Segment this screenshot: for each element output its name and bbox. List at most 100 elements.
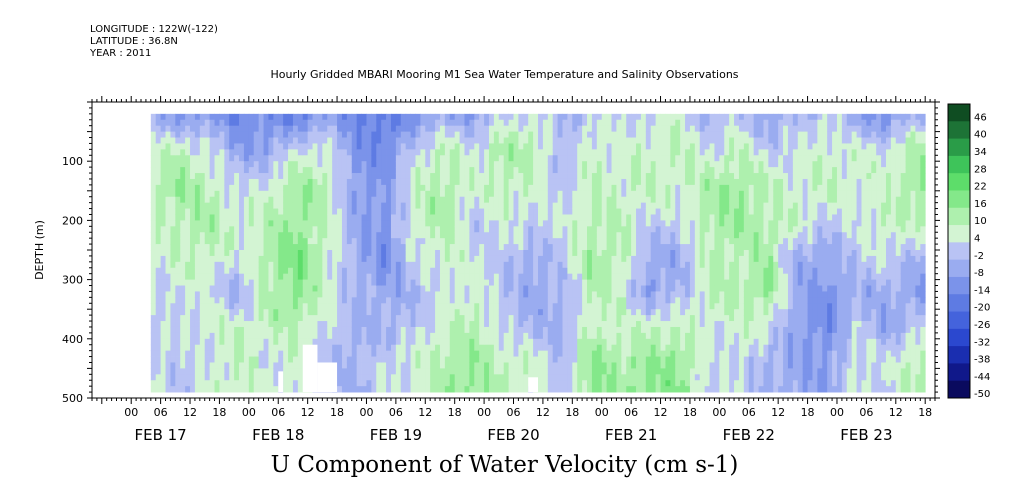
heatmap-cell (332, 273, 338, 280)
heatmap-cell (528, 321, 534, 328)
heatmap-cell (538, 344, 544, 352)
heatmap-cell (361, 374, 367, 381)
heatmap-cell (513, 190, 519, 198)
heatmap-cell (283, 309, 289, 316)
heatmap-cell (655, 279, 661, 286)
heatmap-cell (292, 273, 299, 280)
heatmap-cell (302, 321, 309, 328)
heatmap-cell (253, 232, 260, 239)
heatmap-cell (439, 267, 446, 275)
heatmap-cell (297, 155, 304, 162)
heatmap-cell (268, 226, 274, 233)
heatmap-cell (243, 261, 250, 269)
heatmap-cell (395, 137, 402, 144)
heatmap-cell (439, 214, 446, 221)
heatmap-cell (464, 285, 470, 292)
heatmap-cell (150, 255, 157, 263)
heatmap-cell (479, 303, 485, 310)
heatmap-cell (160, 344, 166, 352)
heatmap-cell (587, 125, 593, 132)
heatmap-cell (542, 362, 549, 369)
heatmap-cell (283, 173, 289, 180)
heatmap-cell (577, 155, 583, 162)
heatmap-cell (503, 232, 509, 239)
heatmap-cell (538, 368, 544, 375)
heatmap-cell (631, 279, 637, 286)
heatmap-cell (356, 202, 362, 209)
heatmap-cell (386, 386, 392, 393)
heatmap-cell (444, 321, 451, 328)
heatmap-cell (361, 273, 367, 280)
heatmap-cell (160, 125, 166, 132)
heatmap-cell (562, 315, 568, 322)
heatmap-cell (185, 338, 191, 346)
heatmap-cell (239, 267, 245, 275)
heatmap-cell (435, 119, 441, 127)
heatmap-cell (376, 178, 382, 186)
heatmap-cell (400, 196, 407, 204)
heatmap-cell (190, 149, 196, 156)
heatmap-cell (464, 155, 470, 162)
heatmap-cell (567, 250, 573, 257)
heatmap-cell (283, 291, 289, 298)
heatmap-cell (596, 173, 603, 180)
heatmap-cell (405, 125, 411, 132)
heatmap-cell (395, 190, 402, 198)
heatmap-cell (640, 238, 647, 245)
heatmap-cell (552, 380, 559, 387)
heatmap-cell (209, 386, 215, 393)
heatmap-cell (650, 143, 657, 150)
heatmap-cell (449, 356, 456, 363)
heatmap-cell (449, 386, 456, 393)
heatmap-cell (488, 344, 495, 352)
heatmap-cell (547, 184, 554, 192)
heatmap-cell (415, 155, 421, 162)
heatmap-cell (640, 178, 647, 186)
heatmap-cell (660, 113, 666, 121)
heatmap-cell (155, 332, 162, 340)
heatmap-cell (444, 374, 451, 381)
heatmap-cell (587, 208, 593, 215)
heatmap-cell (626, 338, 632, 346)
heatmap-cell (513, 173, 519, 180)
heatmap-cell (361, 279, 367, 286)
heatmap-cell (410, 303, 416, 310)
heatmap-cell (356, 368, 362, 375)
heatmap-cell (263, 214, 269, 221)
heatmap-cell (263, 155, 269, 162)
heatmap-cell (518, 119, 524, 127)
heatmap-cell (606, 173, 612, 180)
heatmap-cell (474, 196, 480, 204)
heatmap-cell (611, 291, 617, 298)
heatmap-cell (493, 315, 500, 322)
heatmap-cell (302, 173, 309, 180)
heatmap-cell (577, 178, 583, 186)
heatmap-cell (479, 226, 485, 233)
heatmap-cell (420, 131, 426, 138)
heatmap-cell (533, 196, 539, 204)
heatmap-cell (410, 338, 416, 346)
heatmap-cell (601, 125, 608, 132)
heatmap-cell (547, 273, 554, 280)
heatmap-cell (160, 380, 166, 387)
heatmap-cell (488, 173, 495, 180)
heatmap-cell (631, 261, 637, 269)
heatmap-cell (386, 131, 392, 138)
heatmap-cell (459, 149, 465, 156)
heatmap-cell (327, 291, 333, 298)
heatmap-cell (587, 279, 593, 286)
heatmap-cell (366, 244, 372, 251)
heatmap-cell (381, 220, 387, 227)
heatmap-cell (596, 196, 603, 204)
heatmap-cell (366, 261, 372, 269)
heatmap-cell (430, 149, 436, 156)
heatmap-cell (199, 178, 206, 186)
heatmap-cell (611, 208, 617, 215)
heatmap-cell (650, 261, 657, 269)
heatmap-cell (591, 143, 598, 150)
heatmap-cell (327, 261, 333, 269)
heatmap-cell (582, 149, 588, 156)
heatmap-cell (420, 273, 426, 280)
heatmap-cell (533, 255, 539, 263)
heatmap-cell (469, 131, 475, 138)
